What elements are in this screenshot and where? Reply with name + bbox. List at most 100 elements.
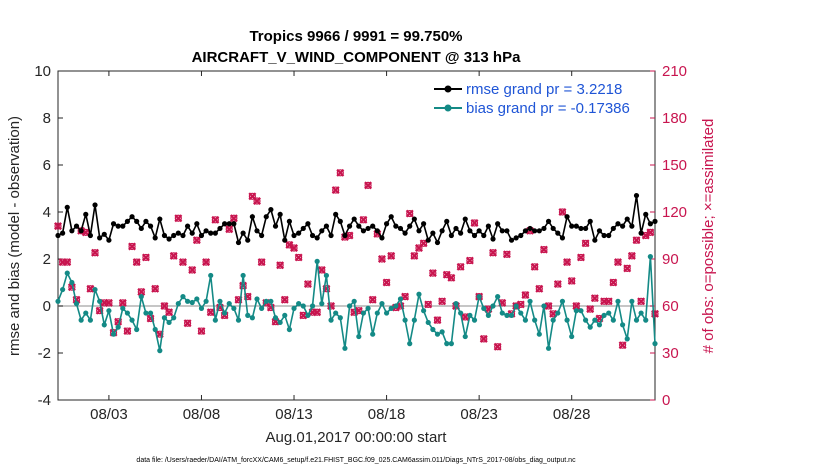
bias-point bbox=[397, 296, 404, 302]
rmse-point bbox=[157, 216, 163, 222]
obs-assimilated-marker bbox=[336, 168, 345, 177]
rmse-point bbox=[360, 228, 367, 234]
bias-point bbox=[69, 279, 75, 286]
obs-assimilated-marker bbox=[317, 265, 326, 274]
rmse-point bbox=[245, 237, 251, 243]
bias-point bbox=[365, 305, 371, 311]
obs-possible-marker bbox=[415, 244, 423, 252]
rmse-point bbox=[402, 230, 408, 236]
bias-point bbox=[541, 303, 547, 309]
bias-point bbox=[124, 310, 131, 316]
rmse-point bbox=[532, 228, 538, 234]
obs-possible-marker bbox=[378, 255, 386, 263]
bias-point bbox=[101, 322, 107, 328]
obs-possible-marker bbox=[531, 263, 539, 271]
x-tick-label: 08/18 bbox=[368, 406, 406, 423]
obs-assimilated-marker bbox=[165, 308, 174, 317]
bias-point bbox=[277, 319, 283, 326]
obs-possible-marker bbox=[281, 296, 289, 304]
rmse-point bbox=[647, 221, 653, 227]
bias-point bbox=[522, 317, 529, 323]
obs-possible-marker bbox=[258, 258, 266, 266]
obs-assimilated-marker bbox=[572, 302, 581, 310]
bias-point bbox=[143, 310, 149, 316]
obs-possible-marker bbox=[614, 258, 622, 266]
rmse-point bbox=[189, 230, 195, 236]
obs-assimilated-marker bbox=[118, 298, 127, 307]
bias-point bbox=[231, 305, 237, 311]
bias-point bbox=[481, 305, 487, 311]
obs-possible-marker bbox=[188, 266, 196, 274]
bias-point bbox=[508, 312, 515, 318]
bias-point bbox=[309, 303, 316, 309]
obs-possible-marker bbox=[480, 335, 488, 343]
rmse-point bbox=[161, 232, 168, 239]
obs-possible-marker bbox=[563, 258, 571, 266]
rmse-point bbox=[527, 225, 533, 232]
obs-assimilated-marker bbox=[137, 287, 146, 296]
y-tick-label: 10 bbox=[34, 63, 51, 80]
bias-point bbox=[610, 317, 616, 323]
rmse-point bbox=[282, 237, 288, 243]
x-tick-label: 08/03 bbox=[90, 406, 128, 423]
rmse-point bbox=[444, 218, 450, 224]
rmse-point bbox=[328, 232, 334, 239]
rmse-point bbox=[208, 230, 214, 236]
rmse-point bbox=[587, 218, 593, 224]
obs-possible-marker bbox=[632, 236, 641, 244]
bias-point bbox=[476, 294, 482, 300]
obs-possible-marker bbox=[193, 236, 201, 244]
obs-assimilated-marker bbox=[104, 298, 113, 307]
bias-point bbox=[425, 319, 431, 326]
rmse-point bbox=[64, 204, 70, 210]
obs-possible-marker bbox=[202, 258, 210, 266]
rmse-point bbox=[231, 221, 237, 227]
rmse-point bbox=[462, 216, 468, 222]
y-tick-label: 0 bbox=[43, 298, 51, 315]
obs-possible-marker bbox=[105, 299, 113, 307]
x-axis-label: Aug.01,2017 00:00:00 start bbox=[266, 429, 448, 446]
rmse-point bbox=[365, 225, 371, 232]
bias-point bbox=[495, 294, 501, 300]
obs-possible-marker bbox=[151, 285, 159, 293]
obs-assimilated-marker bbox=[54, 222, 62, 231]
right-axis-label: # of obs: o=possible; ×=assimilated bbox=[700, 119, 717, 354]
bias-point bbox=[374, 310, 380, 316]
obs-possible-marker bbox=[54, 222, 62, 230]
rmse-point bbox=[592, 237, 598, 243]
bias-point bbox=[453, 301, 459, 307]
rmse-point bbox=[124, 218, 131, 224]
obs-assimilated-marker bbox=[623, 264, 632, 273]
bias-point bbox=[55, 298, 61, 304]
obs-possible-marker bbox=[628, 252, 636, 260]
y-tick-label: 4 bbox=[43, 204, 51, 221]
obs-assimilated-marker bbox=[225, 225, 234, 234]
bias-point bbox=[268, 298, 274, 304]
rmse-point bbox=[633, 192, 640, 199]
bias-point bbox=[559, 298, 566, 304]
bias-point bbox=[624, 336, 630, 342]
obs-assimilated-marker bbox=[63, 258, 72, 267]
rmse-point bbox=[147, 223, 154, 229]
bias-point bbox=[106, 308, 112, 314]
bias-point bbox=[582, 317, 589, 323]
rmse-point bbox=[518, 232, 524, 239]
obs-possible-marker bbox=[332, 186, 340, 194]
rmse-point bbox=[60, 230, 66, 236]
rmse-point bbox=[545, 218, 552, 224]
obs-assimilated-marker bbox=[188, 265, 197, 274]
bias-point bbox=[430, 326, 436, 333]
rmse-point bbox=[346, 223, 353, 229]
rmse-point bbox=[569, 223, 575, 229]
obs-assimilated-marker bbox=[632, 236, 641, 245]
bias-point bbox=[83, 310, 89, 316]
rmse-series bbox=[55, 192, 658, 246]
rmse-point bbox=[541, 225, 547, 232]
obs-assimilated-marker bbox=[178, 258, 187, 267]
obs-possible-marker bbox=[600, 297, 608, 305]
bias-point bbox=[286, 326, 292, 333]
right-tick-label: 30 bbox=[662, 345, 679, 362]
rmse-point bbox=[73, 223, 80, 229]
obs-assimilated-marker bbox=[160, 302, 169, 310]
rmse-point bbox=[351, 216, 357, 222]
